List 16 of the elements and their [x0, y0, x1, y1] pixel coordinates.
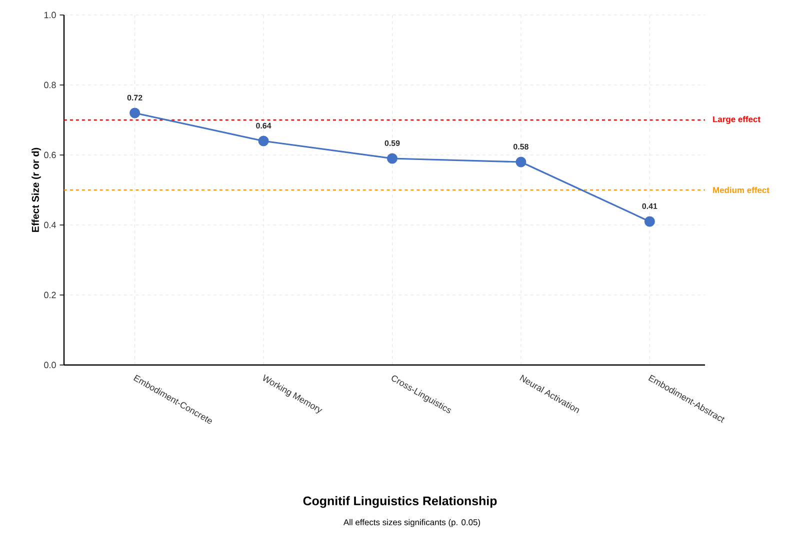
y-tick-label: 0.2 — [44, 292, 56, 298]
ref-line-label: Medium effect — [713, 186, 770, 194]
y-tick-label: 0.4 — [44, 222, 56, 228]
text: Cognitif Linguistics Relationship — [303, 496, 497, 508]
y-axis-title: Effect Size (r or d) — [32, 148, 41, 232]
y-tick-label: 0.0 — [44, 362, 56, 368]
point — [644, 216, 655, 227]
point — [130, 108, 140, 118]
point — [386, 153, 398, 164]
y-tick-label: 1.0 — [44, 12, 56, 18]
point — [516, 156, 526, 168]
point — [258, 136, 269, 146]
ref-line-label: Large effect — [713, 116, 760, 124]
y-tick-label: 0.8 — [44, 82, 56, 88]
y-tick-label: 0.6 — [44, 152, 56, 158]
text: All effects sizes significants (p. 0.05) — [343, 519, 480, 527]
